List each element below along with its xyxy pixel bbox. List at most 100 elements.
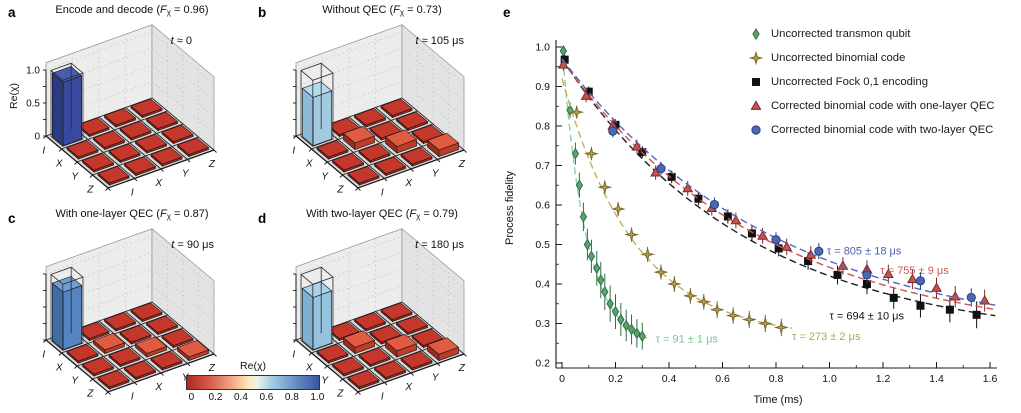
tau-annotation: τ = 805 ± 18 μs bbox=[827, 245, 902, 257]
svg-text:Z: Z bbox=[336, 185, 344, 196]
circle-marker-icon bbox=[751, 125, 761, 135]
panel-letter-a: a bbox=[8, 5, 16, 20]
colorbar-tick: 1.0 bbox=[310, 392, 325, 403]
matrix-3d bbox=[45, 227, 215, 393]
legend-item: Corrected binomial code with one-layer Q… bbox=[748, 94, 995, 118]
colorbar-tick: 0.6 bbox=[259, 392, 274, 403]
svg-text:I: I bbox=[292, 146, 295, 157]
colorbar-tick: 0 bbox=[188, 392, 195, 403]
series-uncorrected-transmon-qubit: τ = 91 ± 1 μs bbox=[559, 45, 719, 350]
legend-item: Uncorrected transmon qubit bbox=[748, 22, 995, 46]
svg-text:0.5: 0.5 bbox=[535, 239, 550, 251]
triangle-marker-icon bbox=[750, 100, 762, 110]
svg-text:X: X bbox=[404, 382, 412, 393]
rechi-axis-label: Re(χ) bbox=[8, 83, 20, 109]
svg-text:0.9: 0.9 bbox=[535, 81, 550, 93]
panel-b-title: Without QEC (Fχ = 0.73) bbox=[322, 4, 442, 17]
svg-text:1.4: 1.4 bbox=[929, 373, 944, 385]
panel-c: With one-layer QEC (Fχ = 0.87) IXYZIXYZt… bbox=[0, 206, 250, 408]
panel-c-title: With one-layer QEC (Fχ = 0.87) bbox=[55, 208, 209, 221]
process-fidelity-chart: 0.2 0.3 0.4 0.5 0.6 0.7 0.8 0.9 1.0 0 0.2 0.4 0.6 0.8… bbox=[535, 40, 997, 385]
svg-text:I: I bbox=[42, 146, 45, 157]
colorbar-tick: 0.2 bbox=[208, 392, 223, 403]
colorbar: Re(χ) 0 0.2 0.4 0.6 0.8 1.0 bbox=[186, 359, 325, 405]
svg-text:X: X bbox=[154, 178, 162, 189]
svg-text:0.4: 0.4 bbox=[662, 373, 677, 385]
svg-text:Y: Y bbox=[432, 168, 440, 179]
series-uncorrected-binomial-code: τ = 273 ± 2 μs bbox=[561, 78, 861, 343]
svg-text:I: I bbox=[131, 187, 134, 198]
panel-letter-b: b bbox=[258, 5, 267, 20]
svg-text:X: X bbox=[305, 159, 313, 170]
svg-text:Z: Z bbox=[208, 159, 216, 170]
tau-annotation: τ = 273 ± 2 μs bbox=[792, 331, 861, 343]
series-corrected-binomial-code-with-two-layer-qec: τ = 805 ± 18 μs bbox=[561, 58, 996, 307]
svg-text:X: X bbox=[305, 363, 313, 374]
svg-text:Y: Y bbox=[182, 168, 190, 179]
panel-letter-e: e bbox=[503, 5, 511, 20]
series-corrected-binomial-code-with-one-layer-qec: τ = 755 ± 9 μs bbox=[557, 58, 996, 312]
svg-text:0.5: 0.5 bbox=[26, 99, 40, 110]
time-annotation: t ≈ 105 μs bbox=[416, 35, 465, 47]
legend-label: Corrected binomial code with two-layer Q… bbox=[771, 124, 994, 136]
svg-text:I: I bbox=[381, 187, 384, 198]
svg-text:0.8: 0.8 bbox=[535, 121, 550, 133]
svg-text:0.4: 0.4 bbox=[535, 279, 550, 291]
colorbar-tick: 0.4 bbox=[233, 392, 248, 403]
svg-text:0.6: 0.6 bbox=[535, 200, 550, 212]
svg-text:Z: Z bbox=[86, 389, 94, 400]
svg-text:1.0: 1.0 bbox=[26, 66, 40, 77]
svg-text:Z: Z bbox=[86, 185, 94, 196]
svg-text:Y: Y bbox=[432, 372, 440, 383]
svg-text:0: 0 bbox=[34, 132, 40, 143]
svg-text:0: 0 bbox=[559, 373, 565, 385]
svg-text:Z: Z bbox=[336, 389, 344, 400]
colorbar-ticks: 0 0.2 0.4 0.6 0.8 1.0 bbox=[186, 392, 325, 405]
y-axis-label: Process fidelity bbox=[504, 171, 516, 245]
legend-label: Uncorrected binomial code bbox=[771, 52, 906, 64]
matrix-3d bbox=[295, 23, 465, 189]
time-annotation: t = 180 μs bbox=[415, 239, 464, 251]
svg-text:Z: Z bbox=[458, 363, 466, 374]
svg-text:0.7: 0.7 bbox=[535, 160, 550, 172]
panel-d-title: With two-layer QEC (Fχ = 0.79) bbox=[306, 208, 458, 221]
svg-text:Y: Y bbox=[321, 376, 329, 387]
axes: 0.2 0.3 0.4 0.5 0.6 0.7 0.8 0.9 1.0 0 0.2 0.4 0.6 0.8… bbox=[535, 40, 997, 385]
svg-text:I: I bbox=[381, 391, 384, 402]
legend-item: Uncorrected binomial code bbox=[748, 46, 995, 70]
panel-e: 0.2 0.3 0.4 0.5 0.6 0.7 0.8 0.9 1.0 0 0.2 0.4 0.6 0.8… bbox=[500, 0, 1021, 413]
legend-item: Uncorrected Fock 0,1 encoding bbox=[748, 70, 995, 94]
svg-text:Y: Y bbox=[71, 376, 79, 387]
tau-annotation: τ = 91 ± 1 μs bbox=[656, 334, 719, 346]
svg-text:Z: Z bbox=[208, 363, 216, 374]
colorbar-tick: 0.8 bbox=[284, 392, 299, 403]
svg-text:0.2: 0.2 bbox=[608, 373, 623, 385]
svg-text:0.6: 0.6 bbox=[715, 373, 730, 385]
svg-text:Y: Y bbox=[321, 172, 329, 183]
svg-text:Z: Z bbox=[458, 159, 466, 170]
x-axis-label: Time (ms) bbox=[753, 394, 803, 406]
svg-text:X: X bbox=[55, 159, 63, 170]
time-annotation: t ≈ 0 bbox=[171, 35, 192, 47]
svg-text:0.8: 0.8 bbox=[769, 373, 784, 385]
matrix-3d bbox=[295, 227, 465, 393]
matrix-3d bbox=[45, 23, 215, 189]
panel-letter-c: c bbox=[8, 211, 16, 226]
legend-label: Uncorrected Fock 0,1 encoding bbox=[771, 76, 928, 88]
svg-text:1.6: 1.6 bbox=[983, 373, 998, 385]
square-marker-icon bbox=[752, 78, 760, 86]
svg-text:1.0: 1.0 bbox=[822, 373, 837, 385]
svg-text:0.3: 0.3 bbox=[535, 318, 550, 330]
diamond-marker-icon bbox=[752, 28, 760, 40]
svg-text:X: X bbox=[55, 363, 63, 374]
svg-text:I: I bbox=[42, 350, 45, 361]
legend: Uncorrected transmon qubit Uncorrected b… bbox=[748, 22, 995, 142]
panel-letter-d: d bbox=[258, 211, 267, 226]
